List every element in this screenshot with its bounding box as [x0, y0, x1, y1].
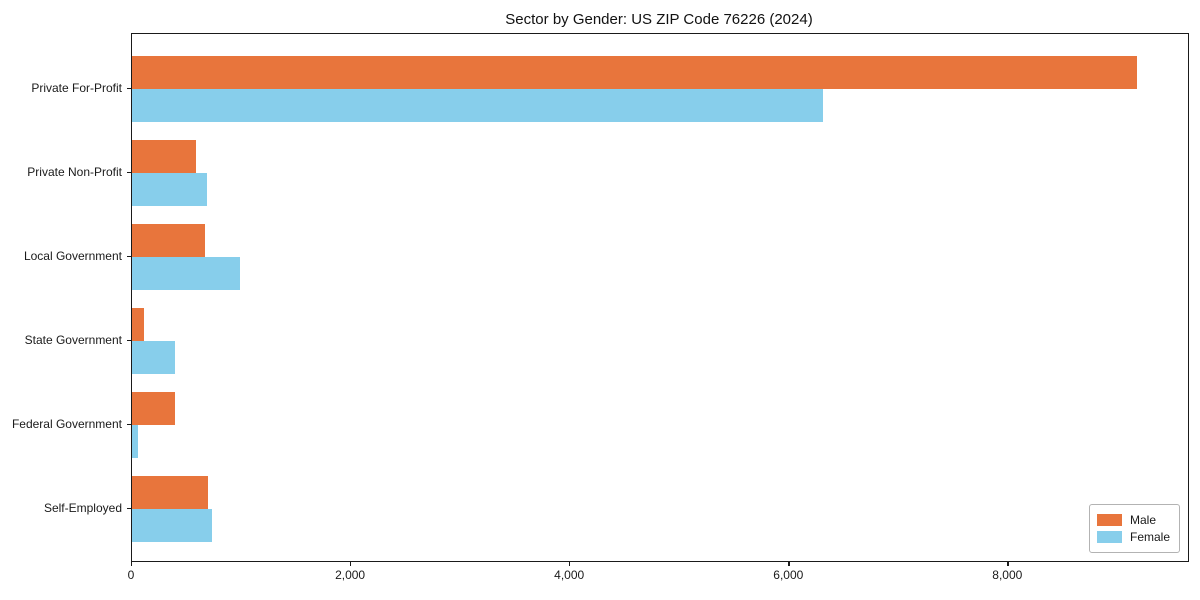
y-tick-label-self-employed: Self-Employed	[43, 501, 122, 515]
bar-local-government-female	[132, 257, 240, 290]
y-tick-mark	[127, 88, 131, 90]
legend: Male Female	[1088, 504, 1180, 553]
legend-label-male: Male	[1129, 513, 1156, 527]
y-tick-mark	[127, 172, 131, 174]
x-tick-label-0: 0	[127, 568, 135, 582]
y-tick-label-local-government: Local Government	[23, 249, 122, 263]
bar-local-government-male	[132, 224, 205, 257]
x-tick-label-6-000: 6,000	[773, 568, 804, 582]
x-tick-label-8-000: 8,000	[992, 568, 1023, 582]
chart-title: Sector by Gender: US ZIP Code 76226 (202…	[505, 11, 813, 28]
x-tick-mark	[788, 562, 790, 566]
bar-state-government-male	[132, 308, 144, 341]
y-tick-label-private-non-profit: Private Non-Profit	[27, 165, 122, 179]
plot-area: Male Female	[131, 33, 1189, 562]
bar-federal-government-female	[132, 425, 138, 458]
x-tick-mark	[569, 562, 571, 566]
legend-entry-female: Female	[1096, 530, 1170, 544]
x-tick-mark	[131, 562, 133, 566]
bar-self-employed-male	[132, 476, 209, 509]
bar-self-employed-female	[132, 509, 212, 542]
bar-private-non-profit-female	[132, 173, 207, 206]
x-tick-label-2-000: 2,000	[335, 568, 366, 582]
x-tick-mark	[350, 562, 352, 566]
y-tick-label-private-for-profit: Private For-Profit	[31, 81, 122, 95]
y-tick-mark	[127, 508, 131, 510]
legend-swatch-male-icon	[1096, 514, 1122, 526]
x-tick-mark	[1007, 562, 1009, 566]
bar-state-government-female	[132, 341, 176, 374]
y-tick-mark	[127, 340, 131, 342]
y-tick-mark	[127, 256, 131, 258]
y-tick-label-state-government: State Government	[24, 333, 122, 347]
legend-label-female: Female	[1129, 530, 1170, 544]
legend-swatch-female-icon	[1096, 531, 1122, 543]
bar-private-for-profit-female	[132, 89, 824, 122]
y-tick-label-federal-government: Federal Government	[11, 417, 122, 431]
x-tick-label-4-000: 4,000	[554, 568, 585, 582]
bar-private-for-profit-male	[132, 56, 1137, 89]
legend-entry-male: Male	[1096, 513, 1170, 527]
bar-private-non-profit-male	[132, 140, 197, 173]
y-tick-mark	[127, 424, 131, 426]
bar-federal-government-male	[132, 392, 175, 425]
